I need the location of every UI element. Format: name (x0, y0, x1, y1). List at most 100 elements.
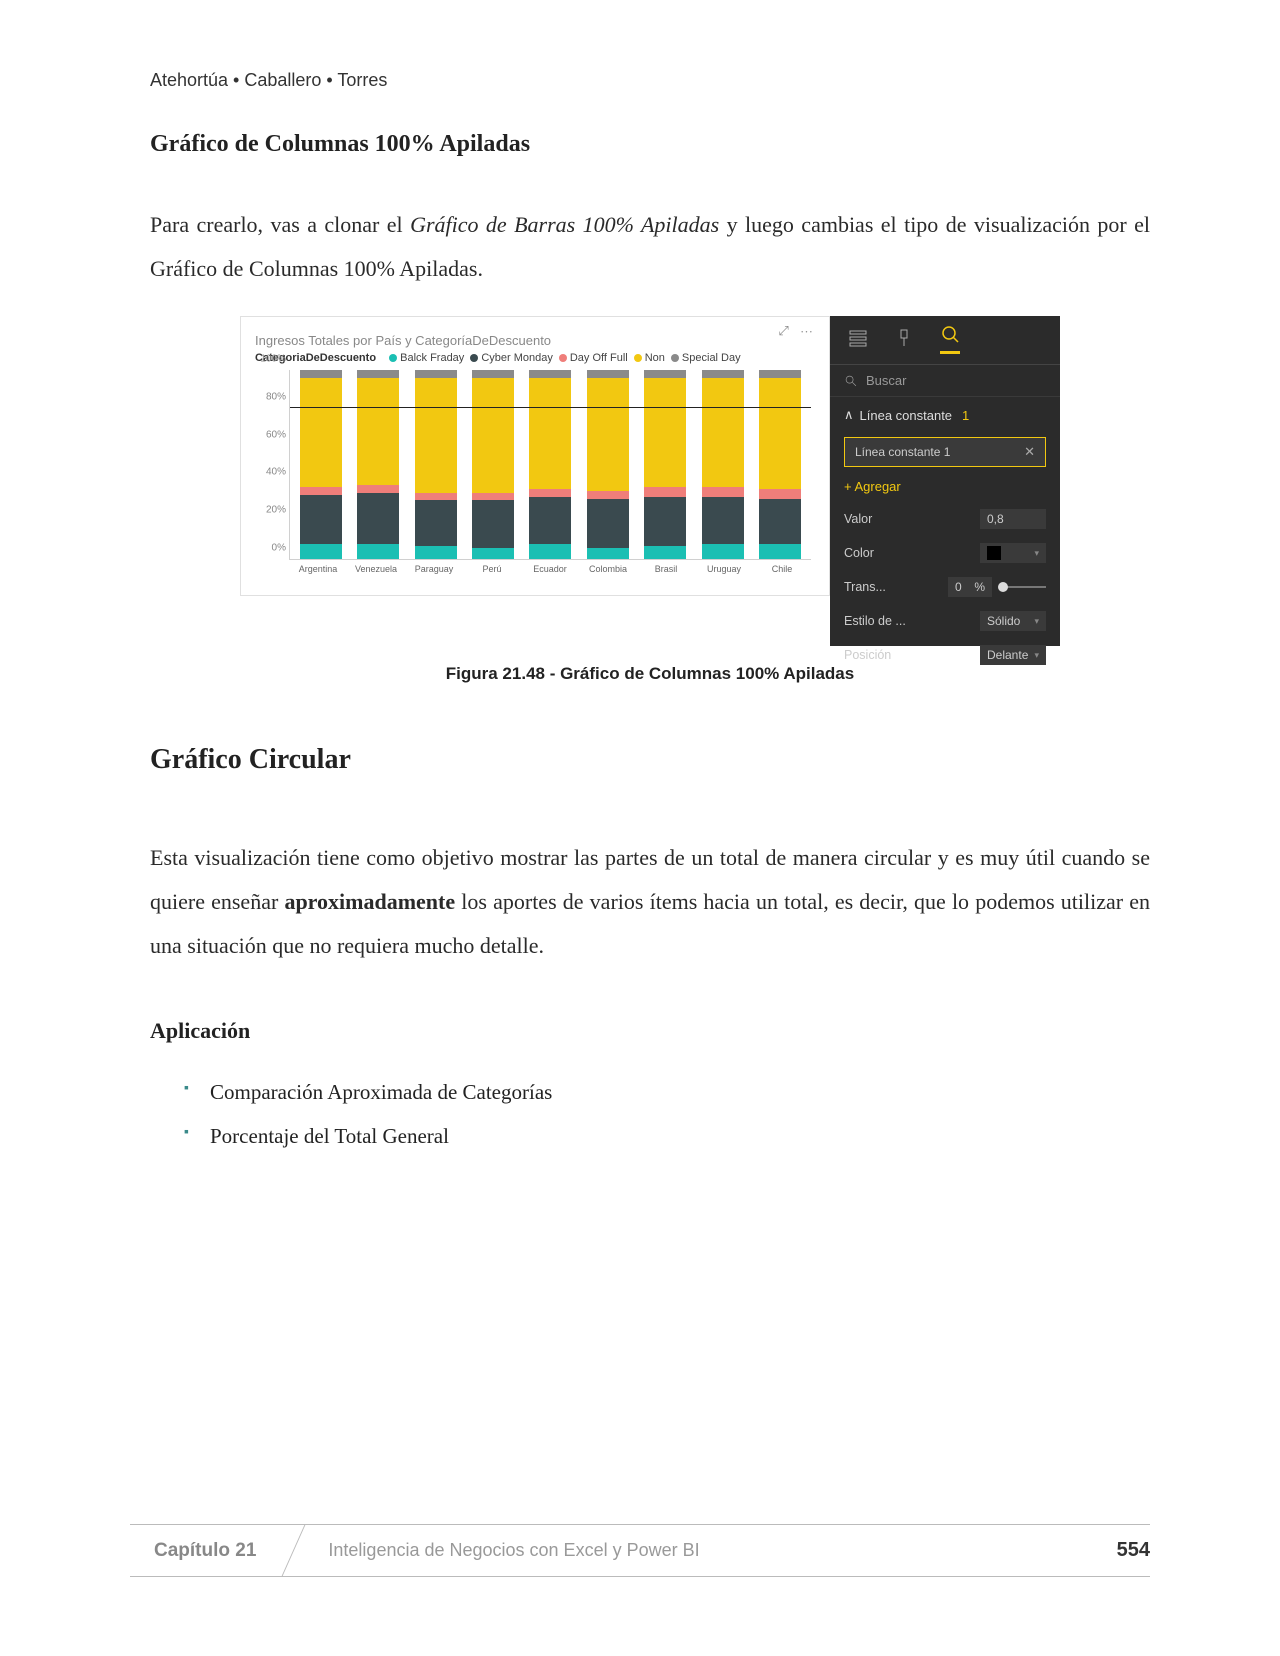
chart-legend: CategoriaDeDescuento Balck FradayCyber M… (255, 352, 815, 364)
page-number: 554 (1117, 1539, 1150, 1562)
close-icon[interactable]: ✕ (1024, 444, 1035, 460)
bar-segment (529, 497, 571, 544)
list-item: Porcentaje del Total General (184, 1114, 1150, 1158)
x-tick-label: Paraguay (413, 564, 455, 574)
bar-segment (644, 546, 686, 559)
constant-line-item[interactable]: Línea constante 1 ✕ (844, 437, 1046, 467)
x-tick-label: Argentina (297, 564, 339, 574)
bar-segment (300, 495, 342, 544)
prop-valor: Valor 0,8 (830, 502, 1060, 536)
bar-segment (587, 499, 629, 548)
legend-item-label: Balck Fraday (400, 352, 464, 364)
legend-item-label: Special Day (682, 352, 741, 364)
bar-segment (702, 487, 744, 496)
trans-label: Trans... (844, 580, 886, 594)
bar-segment (300, 378, 342, 488)
bar-column (415, 370, 457, 559)
bar-segment (529, 544, 571, 559)
color-swatch (987, 546, 1001, 560)
running-head: Atehortúa • Caballero • Torres (150, 70, 1150, 91)
bar-segment (472, 500, 514, 547)
bar-segment (644, 370, 686, 378)
add-line-button[interactable]: + Agregar (830, 471, 1060, 502)
application-heading: Aplicación (150, 1018, 1150, 1044)
trans-unit: % (974, 580, 985, 594)
bar-segment (529, 489, 571, 497)
bar-column (300, 370, 342, 559)
bar-segment (644, 497, 686, 546)
color-picker[interactable]: ▾ (980, 543, 1046, 563)
constant-line-section[interactable]: ∧ Línea constante 1 (830, 397, 1060, 433)
page-footer: Capítulo 21 Inteligencia de Negocios con… (130, 1524, 1150, 1586)
x-tick-label: Ecuador (529, 564, 571, 574)
bar-segment (702, 370, 744, 378)
bar-segment (587, 370, 629, 378)
circular-paragraph: Esta visualización tiene como objetivo m… (150, 836, 1150, 968)
analytics-tab-icon[interactable] (940, 324, 960, 354)
section-count: 1 (962, 408, 969, 423)
bar-segment (702, 497, 744, 544)
bar-segment (759, 499, 801, 544)
chevron-down-icon: ▾ (1034, 548, 1039, 559)
pos-select[interactable]: Delante▾ (980, 645, 1046, 665)
legend-dot (389, 354, 397, 362)
bar-segment (415, 493, 457, 501)
bar-segment (415, 546, 457, 559)
para-text-a: Para crearlo, vas a clonar el (150, 212, 410, 237)
prop-posicion: Posición Delante▾ (830, 638, 1060, 672)
figure-row: ⤢ ⋯ Ingresos Totales por País y Categorí… (240, 316, 1060, 646)
search-icon (844, 374, 858, 388)
estilo-select[interactable]: Sólido▾ (980, 611, 1046, 631)
legend-item-label: Cyber Monday (481, 352, 553, 364)
y-tick: 80% (256, 391, 286, 402)
x-tick-label: Perú (471, 564, 513, 574)
prop-color: Color ▾ (830, 536, 1060, 570)
fields-tab-icon[interactable] (848, 328, 868, 351)
x-tick-label: Colombia (587, 564, 629, 574)
trans-value: 0 (955, 580, 962, 594)
chart-card: ⤢ ⋯ Ingresos Totales por País y Categorí… (240, 316, 830, 596)
chart-plot-area: 0%20%40%60%80%100% (289, 370, 811, 560)
card-action-icons[interactable]: ⤢ ⋯ (778, 323, 817, 339)
bar-segment (357, 544, 399, 559)
y-tick: 60% (256, 429, 286, 440)
bar-segment (472, 548, 514, 559)
y-tick: 20% (256, 505, 286, 516)
bar-segment (644, 487, 686, 496)
y-tick: 40% (256, 467, 286, 478)
pos-label: Posición (844, 648, 891, 662)
bar-column (357, 370, 399, 559)
y-tick: 100% (256, 354, 286, 365)
x-tick-label: Uruguay (703, 564, 745, 574)
legend-item-label: Non (645, 352, 665, 364)
bar-segment (357, 485, 399, 493)
format-tab-icon[interactable] (894, 328, 914, 351)
valor-label: Valor (844, 512, 872, 526)
estilo-value: Sólido (987, 614, 1020, 628)
para-italic: Gráfico de Barras 100% Apiladas (410, 212, 719, 237)
valor-input[interactable]: 0,8 (980, 509, 1046, 529)
bar-segment (300, 370, 342, 378)
bar-segment (587, 491, 629, 499)
x-tick-label: Brasil (645, 564, 687, 574)
legend-dot (634, 354, 642, 362)
application-list: Comparación Aproximada de CategoríasPorc… (150, 1070, 1150, 1158)
search-box[interactable]: Buscar (830, 365, 1060, 397)
bar-segment (357, 493, 399, 544)
trans-slider[interactable] (1000, 586, 1046, 588)
legend-dot (559, 354, 567, 362)
para2-bold: aproximadamente (284, 889, 455, 914)
trans-input[interactable]: 0% (948, 577, 992, 597)
bar-segment (472, 370, 514, 378)
bar-segment (300, 544, 342, 559)
book-title: Inteligencia de Negocios con Excel y Pow… (280, 1540, 1116, 1561)
reference-line (290, 407, 811, 408)
bar-column (587, 370, 629, 559)
bar-segment (529, 370, 571, 378)
line-item-label: Línea constante 1 (855, 445, 950, 459)
estilo-label: Estilo de ... (844, 614, 906, 628)
section-label: Línea constante (860, 408, 953, 423)
prop-trans: Trans... 0% (830, 570, 1060, 604)
bar-segment (357, 370, 399, 378)
bar-column (529, 370, 571, 559)
